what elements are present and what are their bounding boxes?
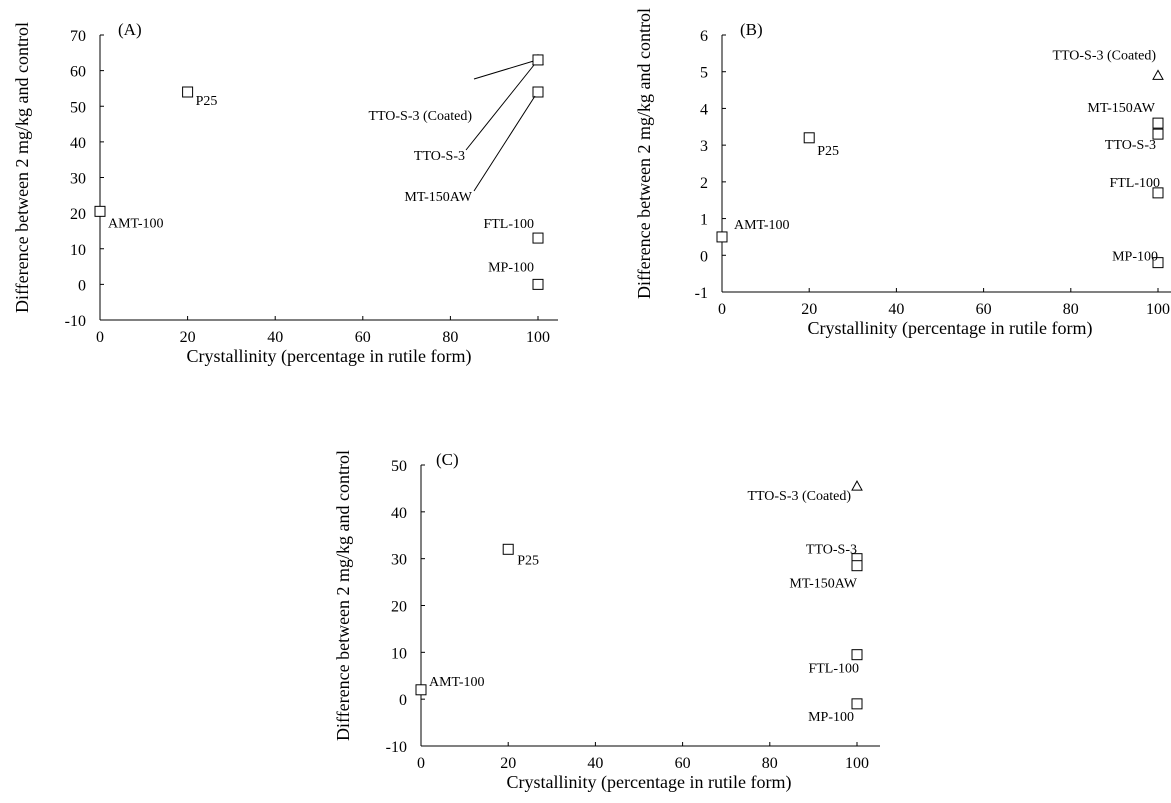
- point-p25: [803, 132, 815, 144]
- leader-line-mt-150aw: [473, 95, 536, 192]
- y-tick-label: 10: [70, 242, 86, 259]
- x-tick-label: 40: [267, 329, 283, 346]
- y-tick-label: 20: [70, 206, 86, 223]
- point-label-ftl-100: FTL-100: [1109, 176, 1160, 191]
- point-mp-100: [532, 278, 544, 290]
- point-label-tto-s-3-coated: TTO-S-3 (Coated): [1052, 48, 1156, 63]
- panel-label: (C): [436, 450, 459, 469]
- y-tick-label: 0: [700, 248, 708, 265]
- x-tick-label: 60: [355, 329, 371, 346]
- point-label-amt-100: AMT-100: [734, 218, 790, 233]
- point-label-tto-s-3-coated: TTO-S-3 (Coated): [368, 109, 472, 124]
- point-label-tto-s-3: TTO-S-3: [414, 149, 465, 164]
- point-label-amt-100: AMT-100: [429, 675, 485, 690]
- point-label-amt-100: AMT-100: [108, 216, 164, 231]
- y-tick-label: 2: [700, 175, 708, 192]
- point-label-mt-150aw: MT-150AW: [404, 190, 472, 205]
- point-label-p25: P25: [196, 94, 218, 109]
- x-tick-label: 0: [96, 329, 104, 346]
- y-axis-title: Difference between 2 mg/kg and control: [333, 450, 353, 741]
- x-axis-title: Crystallinity (percentage in rutile form…: [187, 346, 472, 367]
- point-label-mt-150aw: MT-150AW: [1087, 101, 1155, 116]
- x-tick-label: 100: [845, 755, 869, 772]
- x-tick-label: 80: [442, 329, 458, 346]
- x-tick-label: 20: [180, 329, 196, 346]
- point-tto-s-3: [532, 54, 544, 66]
- x-tick-label: 80: [762, 755, 778, 772]
- panel-label: (B): [740, 20, 763, 39]
- point-amt-100: [415, 684, 427, 696]
- point-label-mp-100: MP-100: [1112, 250, 1158, 265]
- point-mp-100: [851, 698, 863, 710]
- point-label-mp-100: MP-100: [808, 710, 854, 725]
- point-ftl-100: [1152, 187, 1164, 199]
- point-label-tto-s-3: TTO-S-3: [1105, 138, 1156, 153]
- leader-line-tto-s-3: [465, 64, 535, 151]
- x-tick-label: 20: [500, 755, 516, 772]
- x-tick-label: 40: [888, 301, 904, 318]
- y-axis-title: Difference between 2 mg/kg and control: [12, 22, 32, 313]
- panel-label: (A): [118, 20, 142, 39]
- y-tick-label: 50: [391, 458, 407, 475]
- y-tick-label: 1: [700, 212, 708, 229]
- point-mt-150aw: [532, 86, 544, 98]
- y-tick-label: 20: [391, 599, 407, 616]
- point-amt-100: [716, 231, 728, 243]
- y-tick-label: 5: [700, 65, 708, 82]
- y-tick-label: 40: [70, 135, 86, 152]
- x-tick-label: 20: [801, 301, 817, 318]
- point-label-ftl-100: FTL-100: [483, 217, 534, 232]
- y-tick-label: 0: [78, 277, 86, 294]
- leader-line-tto-s-3-coated: [473, 59, 538, 80]
- point-label-tto-s-3-coated: TTO-S-3 (Coated): [747, 489, 851, 504]
- x-tick-label: 0: [718, 301, 726, 318]
- point-label-p25: P25: [817, 144, 839, 159]
- point-label-mt-150aw: MT-150AW: [789, 577, 857, 592]
- x-axis-title: Crystallinity (percentage in rutile form…: [507, 772, 792, 793]
- y-tick-label: 60: [70, 64, 86, 81]
- point-tto-s-3-coated: [851, 480, 863, 491]
- y-tick-label: 50: [70, 99, 86, 116]
- y-tick-label: 40: [391, 505, 407, 522]
- point-label-mp-100: MP-100: [488, 260, 534, 275]
- y-tick-label: 4: [700, 101, 708, 118]
- x-tick-label: 60: [675, 755, 691, 772]
- point-tto-s-3: [1152, 128, 1164, 140]
- x-tick-label: 60: [976, 301, 992, 318]
- x-tick-label: 80: [1063, 301, 1079, 318]
- point-ftl-100: [532, 232, 544, 244]
- y-tick-label: 70: [70, 28, 86, 45]
- point-p25: [502, 543, 514, 555]
- y-tick-label: 10: [391, 645, 407, 662]
- point-mp-100: [1152, 257, 1164, 269]
- y-axis-title: Difference between 2 mg/kg and control: [634, 8, 654, 299]
- y-tick-label: -10: [386, 739, 407, 756]
- y-tick-label: -1: [695, 285, 708, 302]
- point-ftl-100: [851, 649, 863, 661]
- point-label-ftl-100: FTL-100: [808, 662, 859, 677]
- y-tick-label: 30: [70, 171, 86, 188]
- panel-a: -10 0 10 20 30 40 50 60 70 0 20 40 60 80 100 Crystallin…: [12, 20, 558, 367]
- point-label-tto-s-3: TTO-S-3: [806, 543, 857, 558]
- point-p25: [182, 86, 194, 98]
- y-tick-label: 6: [700, 28, 708, 45]
- y-tick-label: 0: [399, 692, 407, 709]
- y-tick-label: -10: [65, 313, 86, 330]
- x-tick-label: 40: [587, 755, 603, 772]
- point-label-p25: P25: [517, 553, 539, 568]
- y-tick-label: 3: [700, 138, 708, 155]
- point-mt-150aw: [851, 560, 863, 572]
- panel-c: -10 0 10 20 30 40 50 0 20 40 60 80 100 Crystallinity …: [333, 450, 880, 793]
- point-amt-100: [94, 205, 106, 217]
- point-tto-s-3-coated: [1152, 69, 1164, 80]
- y-tick-label: 30: [391, 552, 407, 569]
- x-tick-label: 100: [1146, 301, 1170, 318]
- x-axis-title: Crystallinity (percentage in rutile form…: [808, 318, 1093, 339]
- point-mt-150aw: [1152, 117, 1164, 129]
- x-tick-label: 0: [417, 755, 425, 772]
- x-tick-label: 100: [526, 329, 550, 346]
